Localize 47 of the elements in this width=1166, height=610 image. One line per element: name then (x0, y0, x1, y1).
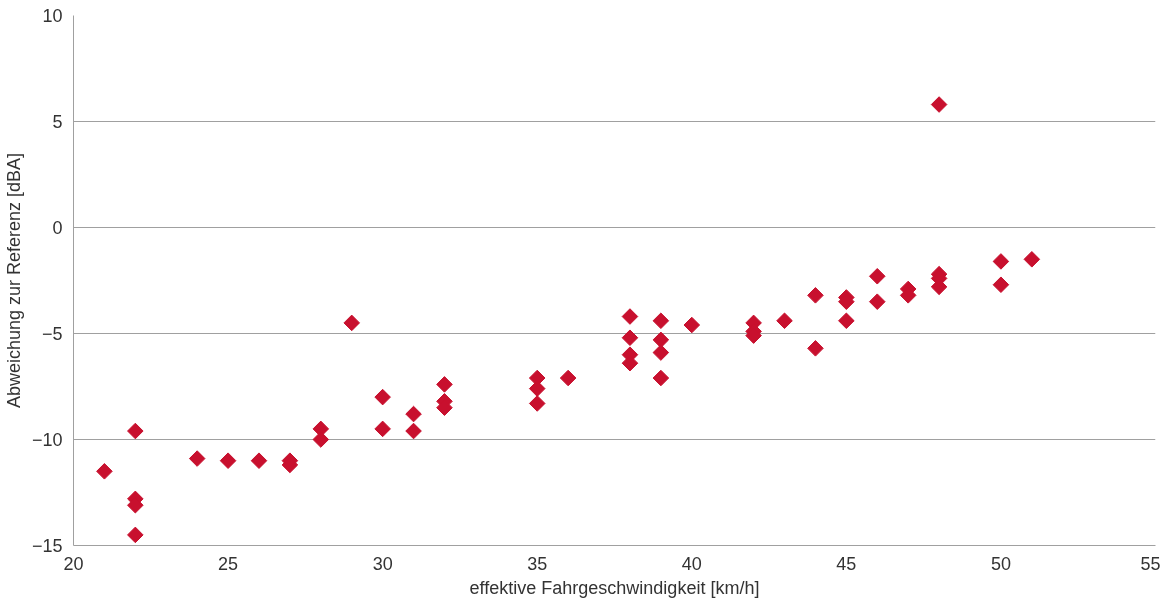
y-axis-title: Abweichung zur Referenz [dBA] (3, 152, 24, 409)
point (683, 316, 701, 334)
x-tick-label: 30 (372, 553, 393, 574)
point (621, 308, 639, 325)
point (652, 331, 670, 349)
y-tick-label: −15 (31, 536, 63, 556)
point (219, 452, 237, 469)
point (838, 312, 855, 330)
y-tick-label: 0 (52, 218, 63, 238)
point (96, 463, 113, 480)
point (405, 405, 422, 423)
point (807, 287, 824, 304)
point (992, 276, 1010, 294)
point (868, 293, 886, 310)
x-tick-label: 20 (63, 553, 84, 574)
point (127, 422, 144, 440)
x-tick-label: 40 (681, 553, 702, 574)
point (374, 388, 391, 406)
point (436, 376, 453, 393)
point (374, 420, 391, 438)
point (868, 267, 886, 285)
y-tick-label: 10 (42, 6, 63, 26)
point (188, 450, 206, 467)
point (405, 422, 422, 440)
point (559, 369, 577, 387)
x-tick-label: 45 (836, 553, 857, 574)
point (127, 526, 144, 544)
point (930, 96, 948, 113)
point (621, 329, 639, 347)
x-axis-title: effektive Fahrgeschwindigkeit [km/h] (469, 577, 760, 598)
point (652, 312, 670, 330)
point (652, 344, 670, 361)
y-tick-label: −5 (41, 324, 63, 344)
y-tick-label: −10 (31, 430, 63, 450)
point (343, 314, 361, 332)
x-tick-label: 55 (1140, 553, 1161, 574)
point (776, 312, 793, 330)
point (250, 452, 268, 469)
point (992, 253, 1010, 270)
x-tick-label: 25 (218, 553, 239, 574)
point (652, 369, 670, 387)
point (528, 395, 546, 412)
x-tick-label: 35 (527, 553, 548, 574)
y-tick-label: 5 (52, 112, 63, 132)
point (807, 340, 824, 357)
x-tick-label: 50 (990, 553, 1011, 574)
point (1023, 251, 1041, 268)
